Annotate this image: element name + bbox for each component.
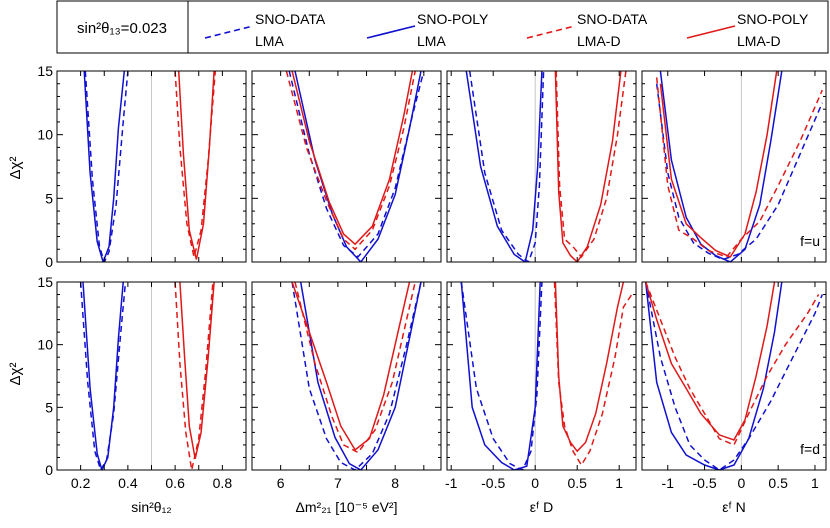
panel-r0-c3: f=u: [641, 70, 827, 263]
panel-r1-c3: -1 -0.5 0 0.5 1 εᶠ N f=d: [641, 281, 827, 515]
curve-sno-data-lma: [644, 282, 823, 470]
curve-sno-poly-lma-d: [659, 71, 778, 258]
y-tick-label: 15: [37, 274, 53, 290]
legend-entry-0-line1: SNO-DATA: [255, 11, 326, 27]
x-tick-label: 1: [811, 475, 819, 491]
legend-line-0: [204, 25, 254, 39]
panel-frame: [446, 70, 637, 263]
curve-sno-poly-lma: [460, 282, 541, 470]
panel-r1-c0: 0 5 10 15 0.2 0.4 0.6 0.8 sin²θ₁₂: [37, 274, 247, 515]
x-tick-label: 0.5: [768, 475, 788, 491]
x-tick-label: 0: [531, 475, 539, 491]
x-axis-label: εᶠ N: [722, 499, 745, 515]
x-tick-label: 0.5: [567, 475, 587, 491]
y-axis-label-top: Δχ²: [7, 157, 24, 180]
x-tick-label: -0.5: [481, 475, 505, 491]
curve-sno-poly-lma: [659, 71, 783, 262]
x-tick-label: 6: [277, 475, 285, 491]
panel-frame: [641, 281, 827, 471]
curve-sno-data-lma: [84, 71, 129, 262]
curve-sno-data-lma-d: [553, 282, 633, 467]
panel-r1-c2: -1 -0.5 0 0.5 1 εᶠ D: [445, 281, 637, 515]
x-tick-label: -0.5: [692, 475, 716, 491]
x-tick-label: 0.8: [213, 475, 233, 491]
panel-r1-c1: 6 7 8 Δm²₂₁ [10⁻⁵ eV²]: [251, 281, 442, 515]
legend-line-2: [526, 25, 576, 39]
x-tick-label: 7: [334, 475, 342, 491]
panel-r0-c0: 0 5 10 15: [37, 63, 247, 270]
curve-sno-data-lma-d: [174, 71, 217, 258]
curve-sno-data-lma: [468, 71, 545, 262]
curve-sno-data-lma: [79, 282, 127, 470]
x-axis-label: εᶠ D: [530, 499, 553, 515]
legend-entry-0-line2: LMA: [255, 33, 284, 49]
x-tick-label: 1: [615, 475, 623, 491]
panel-frame: [641, 70, 827, 263]
y-tick-label: 10: [37, 337, 53, 353]
curve-sno-poly-lma-d: [554, 282, 625, 453]
curve-sno-poly-lma: [83, 71, 126, 262]
y-tick-label: 0: [45, 254, 53, 270]
legend: sin²θ₁₃=0.023 SNO-DATA LMA SNO-POLY LMA SNO-…: [56, 0, 829, 54]
curve-sno-poly-lma-d: [291, 282, 411, 452]
y-tick-label: 15: [37, 63, 53, 79]
curve-sno-data-lma: [288, 71, 425, 258]
panel-r0-c2: [446, 70, 637, 263]
curve-sno-data-lma: [655, 83, 823, 261]
panel-frame: [446, 281, 637, 471]
panel-r0-c1: [251, 70, 442, 263]
curve-sno-poly-lma: [82, 282, 124, 470]
panel-frame: [251, 281, 442, 471]
x-tick-label: 8: [391, 475, 399, 491]
legend-entry-3-line2: LMA-D: [737, 33, 781, 49]
y-tick-label: 0: [45, 462, 53, 478]
curve-sno-poly-lma-d: [554, 71, 622, 262]
curve-sno-data-lma: [291, 282, 422, 470]
legend-theta-label: sin²θ₁₃=0.023: [77, 20, 167, 37]
panel-frame: [251, 70, 442, 263]
x-tick-label: 0.4: [118, 475, 138, 491]
y-tick-label: 5: [45, 399, 53, 415]
curve-sno-poly-lma-d: [291, 71, 414, 246]
curve-sno-poly-lma: [294, 71, 422, 262]
curve-sno-data-lma-d: [645, 282, 820, 446]
legend-entry-3-line1: SNO-POLY: [737, 11, 809, 27]
legend-line-1: [366, 25, 416, 39]
row-label: f=d: [800, 441, 820, 457]
x-tick-label: -1: [662, 475, 675, 491]
curve-sno-poly-lma: [299, 282, 422, 470]
x-tick-label: 0.2: [71, 475, 91, 491]
curve-sno-poly-lma: [465, 71, 543, 262]
x-axis-label: Δm²₂₁ [10⁻⁵ eV²]: [296, 499, 398, 515]
x-tick-label: 0.6: [165, 475, 185, 491]
curve-sno-data-lma-d: [555, 71, 627, 259]
row-label: f=u: [800, 233, 820, 249]
legend-line-3: [686, 25, 736, 39]
x-tick-label: -1: [445, 475, 458, 491]
y-tick-label: 5: [45, 190, 53, 206]
legend-entry-1-line1: SNO-POLY: [417, 11, 489, 27]
legend-frame: [56, 0, 829, 54]
curve-sno-data-lma-d: [655, 77, 823, 258]
y-tick-label: 10: [37, 127, 53, 143]
curve-sno-data-lma-d: [285, 71, 416, 251]
legend-entry-2-line2: LMA-D: [577, 33, 621, 49]
curve-sno-poly-lma-d: [179, 282, 215, 459]
x-tick-label: 0: [737, 475, 745, 491]
curve-sno-poly-lma-d: [644, 282, 776, 441]
x-axis-label: sin²θ₁₂: [131, 499, 172, 515]
curve-sno-data-lma-d: [294, 282, 416, 454]
legend-entry-1-line2: LMA: [417, 33, 446, 49]
legend-entry-2-line1: SNO-DATA: [577, 11, 648, 27]
curve-sno-poly-lma-d: [177, 71, 215, 260]
y-axis-label-bottom: Δχ²: [7, 363, 24, 386]
curve-sno-data-lma-d: [174, 282, 214, 470]
curve-sno-poly-lma: [644, 282, 783, 470]
